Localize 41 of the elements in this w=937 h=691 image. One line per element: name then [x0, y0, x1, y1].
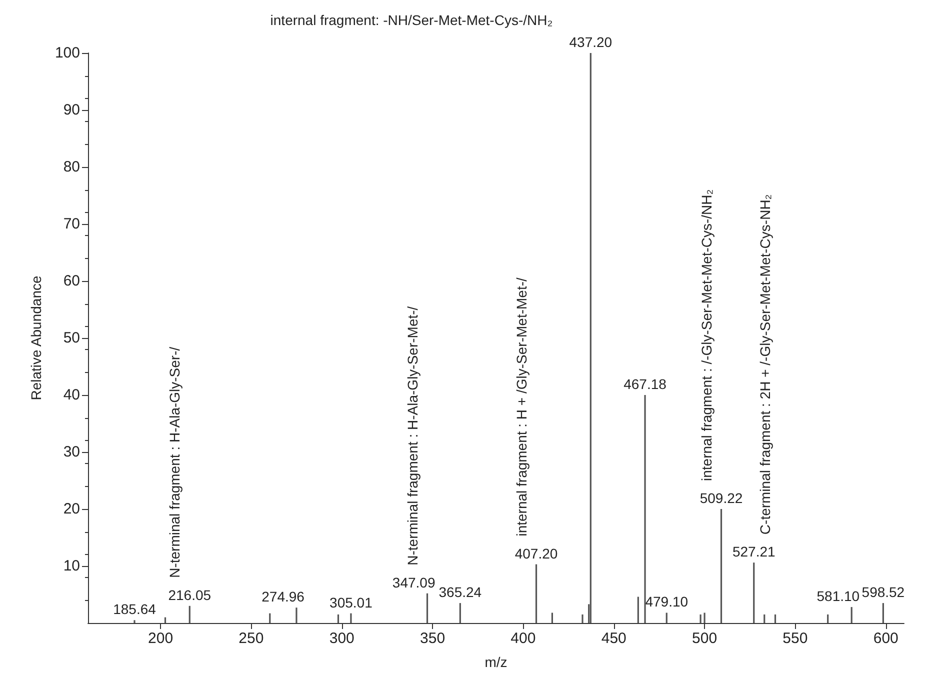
annotation: 527.21 [732, 544, 776, 560]
annotation: N-terminal fragment : H-Ala-Gly-Ser-/ [166, 346, 183, 578]
annotation: 598.52 [862, 584, 905, 600]
y-tick-label: 70 [63, 216, 80, 232]
x-tick-label: 300 [329, 630, 354, 647]
annotation: N-terminal fragment : H-Ala-Gly-Ser-Met-/ [404, 306, 420, 566]
x-tick-label: 250 [238, 630, 264, 647]
x-tick-label: 450 [601, 630, 626, 647]
annotation: 305.01 [330, 594, 373, 610]
annotation: 479.10 [645, 594, 688, 610]
annotation: 437.20 [569, 34, 612, 50]
annotation: 509.22 [700, 490, 743, 506]
annotation: 216.05 [168, 586, 212, 603]
annotation: internal fragment : H + /Gly-Ser-Met-Met-/ [513, 278, 530, 536]
x-tick-label: 200 [148, 630, 174, 647]
annotation: 347.09 [392, 574, 436, 590]
x-axis-title: m/z [484, 654, 508, 670]
annotation: 581.10 [816, 588, 860, 604]
y-tick-label: 20 [63, 500, 80, 518]
y-tick-label: 100 [54, 44, 80, 62]
annotation: 185.64 [113, 601, 156, 618]
annotation: 407.20 [514, 545, 558, 562]
y-tick-label: 80 [63, 158, 80, 176]
annotation: 365.24 [438, 584, 482, 600]
x-tick-label: 500 [692, 630, 718, 647]
y-tick-label: 10 [63, 558, 80, 574]
y-tick-label: 40 [63, 386, 80, 404]
y-tick-label: 50 [63, 330, 80, 346]
x-tick-label: 350 [420, 630, 446, 647]
annotation: 274.96 [262, 588, 305, 605]
annotation: C-terminal fragment : 2H + /-Gly-Ser-Met-Met-Cys-NH₂ [756, 194, 773, 535]
x-tick-label: 550 [782, 630, 808, 647]
text: internal fragment: -NH/Ser-Met-Met-Cys-/NH₂ [270, 12, 553, 28]
y-tick-label: 90 [63, 102, 80, 118]
annotation: internal fragment : /-Gly-Ser-Met-Met-Cys-/NH₂ [698, 189, 714, 481]
y-axis-title: Relative Abundance [28, 276, 44, 400]
annotation: 467.18 [624, 376, 667, 392]
y-tick-label: 30 [63, 444, 80, 460]
x-tick-label: 600 [873, 630, 898, 647]
x-tick-label: 400 [510, 630, 536, 647]
y-tick-label: 60 [63, 272, 80, 290]
